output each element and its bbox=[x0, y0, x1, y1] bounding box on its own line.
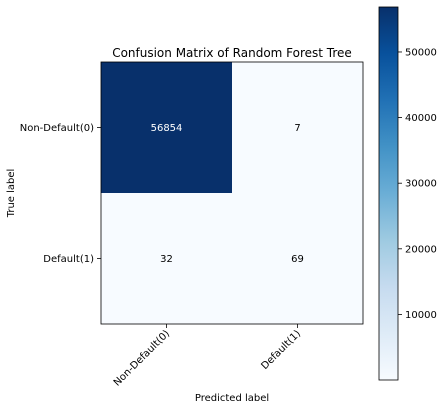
y-axis-label: True label bbox=[6, 169, 17, 219]
colorbar-ticks: 10000 20000 30000 40000 50000 bbox=[398, 47, 437, 321]
heatmap-cell-label-0-1: 7 bbox=[294, 123, 300, 134]
plot-frame bbox=[100, 61, 364, 325]
heatmap-cell-label-1-0: 32 bbox=[160, 254, 173, 265]
heatmap-cell-label-0-0: 56854 bbox=[151, 123, 183, 134]
heatmap-cell-1-1 bbox=[232, 193, 363, 324]
heatmap-cell-0-1 bbox=[232, 62, 363, 193]
y-tick-label-0: Non-Default(0) bbox=[20, 123, 94, 134]
colorbar-tick-label-2: 30000 bbox=[405, 179, 437, 190]
y-tick-label-1: Default(1) bbox=[43, 254, 94, 265]
heatmap-cell-label-1-1: 69 bbox=[291, 254, 304, 265]
colorbar-tick-label-1: 20000 bbox=[405, 244, 437, 255]
heatmap-cell-0-0 bbox=[101, 62, 232, 193]
x-tick-label-0: Non-Default(0) bbox=[112, 328, 172, 388]
heatmap-cell-1-0 bbox=[101, 193, 232, 324]
colorbar-tick-label-0: 10000 bbox=[405, 310, 437, 321]
heatmap-cells bbox=[101, 62, 363, 324]
x-axis-label: Predicted label bbox=[195, 393, 269, 404]
x-tick-label-1: Default(1) bbox=[259, 328, 303, 372]
chart-title: Confusion Matrix of Random Forest Tree bbox=[112, 46, 352, 60]
heatmap-cell-labels: 56854 7 32 69 bbox=[151, 123, 304, 265]
colorbar bbox=[378, 6, 399, 381]
colorbar-tick-label-4: 50000 bbox=[405, 47, 437, 58]
colorbar-tick-label-3: 40000 bbox=[405, 113, 437, 124]
